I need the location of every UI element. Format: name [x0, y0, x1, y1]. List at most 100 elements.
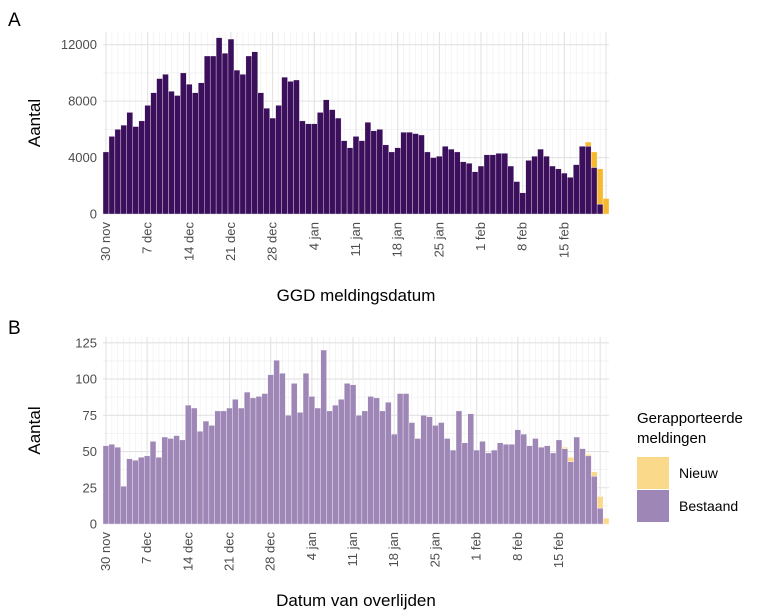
- bar-bestaand: [418, 134, 425, 215]
- x-tick-label: 14 dec: [181, 222, 196, 262]
- bar-bestaand: [168, 91, 175, 215]
- bar-nieuw: [602, 198, 610, 215]
- bar-bestaand: [567, 461, 574, 525]
- bar-bestaand: [156, 78, 163, 215]
- bar-bestaand: [173, 435, 180, 525]
- y-tick-label: 0: [90, 517, 97, 532]
- bar-nieuw: [585, 454, 592, 457]
- bar-bestaand: [567, 177, 574, 215]
- x-tick-label: 7 dec: [140, 222, 155, 254]
- bar-bestaand: [238, 407, 245, 525]
- bar-bestaand: [364, 122, 372, 215]
- bar-bestaand: [149, 441, 157, 525]
- bar-bestaand: [361, 410, 368, 525]
- bar-bestaand: [525, 160, 532, 215]
- bar-nieuw: [590, 151, 598, 168]
- legend: Gerapporteerde meldingen Nieuw Bestaand: [637, 410, 743, 522]
- bar-bestaand: [573, 164, 580, 215]
- y-tick-label: 12000: [61, 37, 97, 52]
- bar-bestaand: [191, 407, 198, 525]
- legend-title-line-2: meldingen: [637, 430, 706, 447]
- x-tick-label: 1 feb: [469, 532, 484, 561]
- bar-bestaand: [314, 407, 321, 525]
- bar-bestaand: [485, 452, 492, 525]
- x-tick-label: 15 feb: [556, 222, 571, 258]
- bar-bestaand: [467, 413, 474, 525]
- panel-label-a: A: [8, 10, 21, 31]
- bar-bestaand: [385, 402, 392, 525]
- bar-bestaand: [132, 126, 139, 215]
- bar-bestaand: [370, 130, 378, 215]
- y-axis-label: Aantal: [25, 99, 44, 147]
- bar-bestaand: [239, 74, 247, 215]
- bar-bestaand: [555, 439, 563, 525]
- bar-bestaand: [332, 404, 339, 525]
- bar-bestaand: [102, 445, 110, 525]
- bar-bestaand: [489, 154, 497, 215]
- x-tick-label: 28 dec: [265, 222, 280, 262]
- bar-bestaand: [483, 154, 491, 215]
- bar-bestaand: [573, 436, 580, 525]
- bar-bestaand: [196, 431, 204, 525]
- y-tick-label: 50: [83, 444, 97, 459]
- x-tick-label: 30 nov: [98, 222, 113, 262]
- bar-bestaand: [373, 397, 380, 525]
- bar-bestaand: [497, 442, 504, 525]
- bar-bestaand: [432, 425, 439, 525]
- bar-bestaand: [108, 444, 115, 525]
- bar-bestaand: [495, 153, 503, 215]
- x-tick-label: 21 dec: [222, 532, 237, 572]
- bar-bestaand: [167, 438, 174, 525]
- bar-bestaand: [338, 399, 345, 525]
- legend-title-line-1: Gerapporteerde: [637, 410, 743, 427]
- bar-bestaand: [329, 109, 336, 215]
- bar-bestaand: [244, 391, 251, 525]
- bar-bestaand: [144, 455, 151, 525]
- legend-label-bestaand: Bestaand: [679, 498, 738, 514]
- bar-bestaand: [508, 444, 516, 525]
- bar-bestaand: [208, 425, 215, 525]
- bar-bestaand: [424, 151, 431, 215]
- y-tick-label: 125: [75, 335, 97, 350]
- bar-bestaand: [323, 99, 330, 215]
- bar-bestaand: [346, 147, 354, 215]
- bar-bestaand: [161, 436, 168, 525]
- bar-bestaand: [597, 507, 604, 525]
- bar-bestaand: [204, 55, 211, 215]
- bar-bestaand: [449, 449, 457, 525]
- x-axis-label: GGD meldingsdatum: [277, 286, 436, 305]
- bar-bestaand: [531, 155, 538, 215]
- bar-bestaand: [174, 95, 181, 215]
- y-axis-label: Aantal: [25, 406, 44, 454]
- bar-bestaand: [355, 415, 363, 525]
- bar-bestaand: [293, 79, 300, 215]
- bar-bestaand: [473, 449, 480, 525]
- legend-label-nieuw: Nieuw: [679, 465, 719, 481]
- bar-bestaand: [245, 55, 252, 215]
- bar-nieuw: [561, 446, 568, 449]
- bar-bestaand: [261, 393, 268, 525]
- bar-bestaand: [279, 373, 286, 525]
- bar-bestaand: [397, 393, 404, 525]
- x-tick-label: 14 dec: [180, 532, 195, 572]
- bar-bestaand: [549, 452, 557, 525]
- bar-bestaand: [287, 81, 294, 215]
- bar-bestaand: [460, 161, 467, 215]
- bar-bestaand: [186, 84, 193, 215]
- bar-bestaand: [227, 38, 235, 215]
- bar-bestaand: [305, 123, 312, 215]
- bar-bestaand: [379, 410, 386, 525]
- bar-bestaand: [442, 146, 449, 215]
- bar-bestaand: [291, 383, 298, 525]
- bar-bestaand: [513, 181, 520, 215]
- bar-bestaand: [126, 112, 133, 215]
- bar-bestaand: [561, 448, 568, 525]
- bar-bestaand: [138, 120, 145, 215]
- bar-bestaand: [436, 155, 443, 215]
- bar-bestaand: [317, 112, 324, 215]
- bar-bestaand: [296, 412, 304, 525]
- bar-bestaand: [579, 146, 586, 215]
- x-tick-label: 4 jan: [304, 532, 319, 560]
- bar-bestaand: [402, 393, 410, 525]
